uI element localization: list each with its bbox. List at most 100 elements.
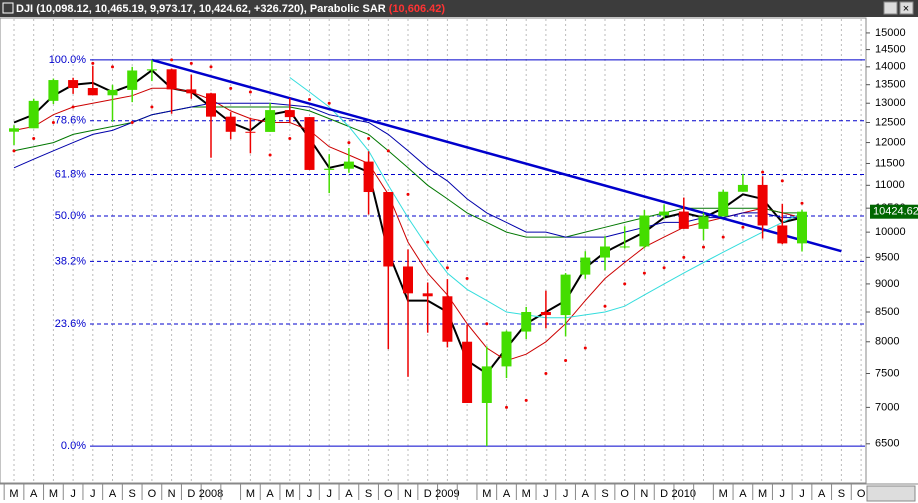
restore-button[interactable]: [883, 1, 898, 15]
sar-dot: [583, 346, 587, 350]
symbol: DJI: [16, 3, 33, 15]
fib-label: 100.0%: [49, 54, 87, 66]
x-tick-label: M: [758, 488, 767, 500]
candle-body: [87, 88, 98, 96]
chart-header: DJI (10,098.12, 10,465.19, 9,973.17, 10,…: [16, 3, 445, 15]
x-tick-label: O: [384, 488, 393, 500]
sar-dot: [721, 235, 725, 239]
x-tick-label: A: [30, 488, 38, 500]
candle-body: [757, 184, 768, 226]
sar-dot: [564, 359, 568, 363]
close-button[interactable]: [899, 1, 914, 15]
indicator: Parabolic SAR: [310, 3, 386, 15]
candle-body: [540, 311, 551, 316]
x-tick-label: O: [148, 488, 157, 500]
y-tick-label: 13000: [875, 97, 906, 109]
candle-body: [698, 216, 709, 229]
fib-label: 50.0%: [55, 210, 86, 222]
y-tick-label: 9000: [875, 278, 899, 290]
candle-body: [9, 128, 19, 132]
sar-dot: [367, 136, 371, 140]
trendline: [151, 58, 842, 253]
sar-dot: [12, 149, 16, 153]
candle-body: [324, 168, 335, 170]
candle-body: [777, 225, 788, 244]
x-tick-label: J: [307, 488, 313, 500]
sar-dot: [51, 121, 55, 125]
candle-body: [48, 80, 59, 101]
candle-body: [718, 191, 729, 217]
y-tick-label: 7000: [875, 401, 899, 413]
close-icon: ×: [903, 3, 909, 15]
candle-body: [304, 117, 315, 170]
candle-body: [639, 215, 650, 247]
sar-dot: [268, 153, 272, 157]
x-tick-label: A: [345, 488, 353, 500]
candle-body: [146, 69, 157, 71]
sar-dot: [248, 90, 252, 94]
x-tick-label: A: [109, 488, 117, 500]
x-tick-label: M: [285, 488, 294, 500]
candle-body: [403, 266, 413, 294]
x-tick-label: D: [424, 488, 432, 500]
x-tick-label: A: [739, 488, 747, 500]
candle-body: [28, 100, 39, 129]
scrollbar[interactable]: [866, 485, 916, 502]
sar-dot: [32, 136, 36, 140]
moving-average: [13, 102, 802, 238]
sar-dot: [780, 179, 784, 183]
sar-dot: [91, 61, 95, 65]
sar-dot: [445, 266, 449, 270]
sar-dot: [485, 322, 489, 326]
x-tick-label: O: [857, 488, 866, 500]
y-tick-label: 11000: [875, 179, 905, 191]
x-tick-label: M: [522, 488, 531, 500]
sar-dot: [603, 304, 607, 308]
x-tick-label: 2010: [672, 488, 696, 500]
sar-dot: [347, 141, 351, 145]
x-tick-label: M: [246, 488, 255, 500]
candle-body: [481, 366, 492, 403]
candle-body: [678, 211, 689, 229]
y-tick-label: 10000: [875, 226, 906, 238]
sar-dot: [209, 65, 213, 69]
fib-label: 61.8%: [55, 168, 86, 180]
x-tick-label: M: [482, 488, 491, 500]
candle-body: [580, 257, 591, 275]
candle-body: [442, 296, 453, 342]
x-tick-label: A: [503, 488, 511, 500]
x-tick-label: M: [719, 488, 728, 500]
sar-dot: [308, 97, 311, 101]
title-bar: [0, 0, 918, 17]
x-tick-label: 2008: [199, 488, 223, 500]
sar-dot: [623, 282, 627, 286]
sar-dot: [406, 192, 410, 196]
x-tick-label: S: [365, 488, 372, 500]
sar-dot: [800, 201, 804, 205]
candle-body: [797, 211, 807, 244]
sar-dot: [544, 371, 548, 375]
sar-dot: [761, 170, 765, 174]
candle-body: [560, 274, 571, 316]
sar-dot: [327, 101, 331, 105]
candle-body: [166, 69, 177, 90]
candle-body: [659, 211, 670, 216]
candle-body: [737, 184, 748, 192]
sar-dot: [505, 405, 508, 409]
candle-body: [68, 80, 79, 89]
x-tick-label: M: [49, 488, 58, 500]
sar-dot: [524, 398, 528, 402]
y-tick-label: 12500: [875, 116, 906, 128]
sar-dot: [150, 105, 154, 109]
sar-dot: [702, 245, 705, 249]
y-tick-label: 13500: [875, 79, 906, 91]
last-price-label: 10424.62: [873, 206, 918, 218]
x-tick-label: J: [70, 488, 76, 500]
candle-body: [245, 131, 256, 133]
sar-dot: [111, 65, 114, 69]
sar-dot: [642, 271, 646, 275]
y-tick-label: 14500: [875, 43, 906, 55]
candle-body: [107, 89, 118, 96]
x-tick-label: D: [660, 488, 668, 500]
candle-body: [127, 70, 138, 90]
